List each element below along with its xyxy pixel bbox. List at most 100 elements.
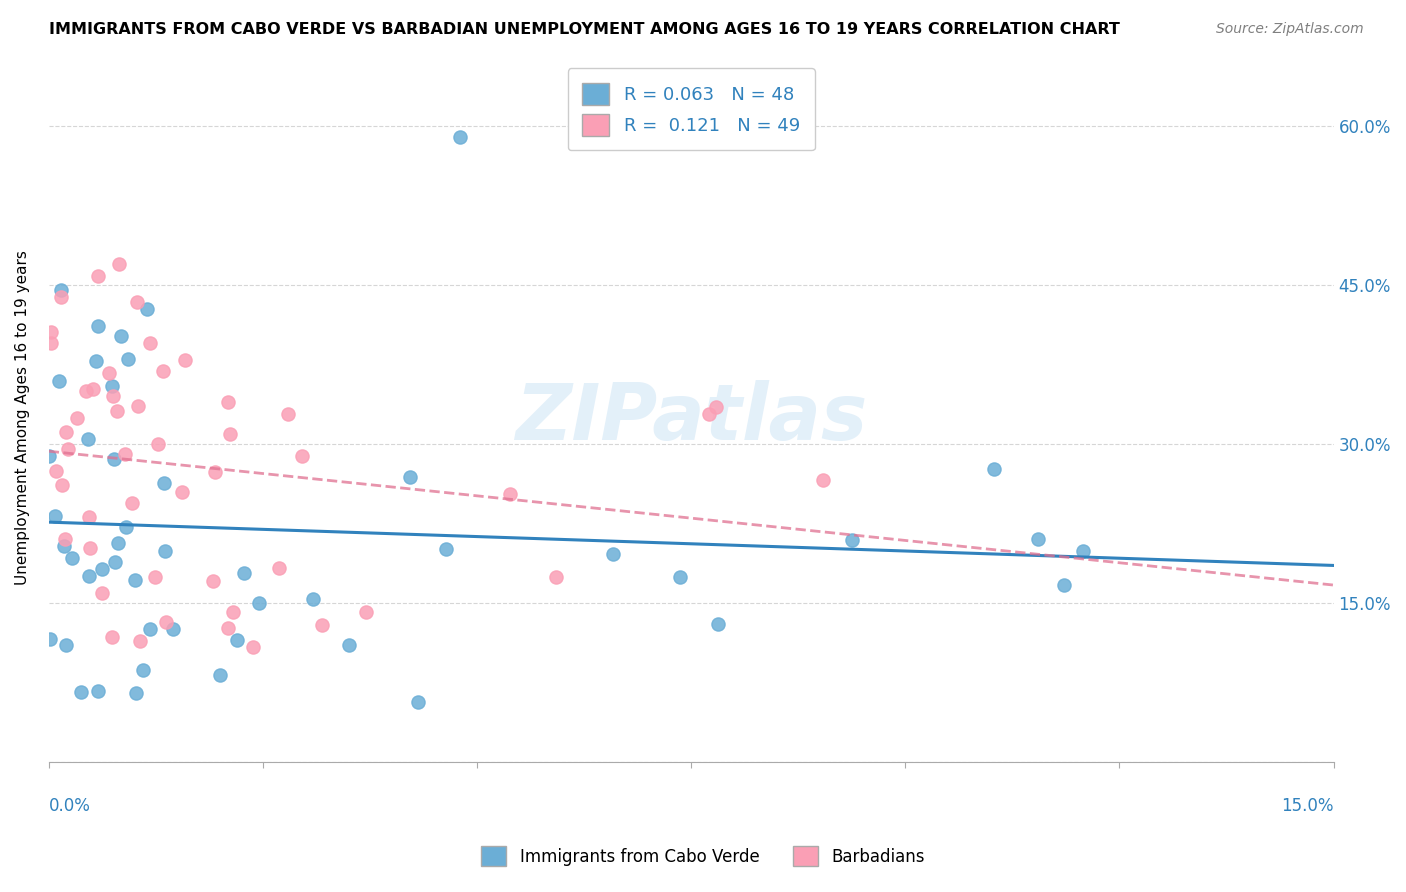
Point (217, 395, 239, 409)
Point (53, 532, 76, 546)
Point (127, 400, 149, 414)
Point (91, 586, 114, 600)
Point (219, 426, 242, 441)
Point (49, 290, 72, 304)
Point (87, 684, 110, 698)
Point (110, 329, 132, 343)
Point (217, 621, 239, 635)
Point (84, 354, 107, 368)
Point (45, 464, 67, 478)
Point (208, 668, 231, 682)
Point (132, 663, 155, 677)
Point (174, 353, 197, 368)
Point (55, 638, 77, 652)
Point (226, 632, 249, 647)
Point (82, 382, 104, 396)
Point (152, 475, 174, 490)
Text: 15.0%: 15.0% (1281, 797, 1334, 814)
Point (87, 268, 110, 283)
Point (75, 384, 97, 398)
Point (51, 284, 73, 298)
Point (39, 632, 62, 647)
Point (107, 536, 129, 550)
Point (276, 407, 298, 421)
Point (1071, 544, 1094, 558)
Point (813, 473, 835, 487)
Point (337, 638, 360, 652)
Point (101, 389, 124, 403)
Point (1053, 578, 1076, 592)
Point (103, 452, 125, 467)
Point (139, 335, 162, 350)
Point (97, 366, 120, 380)
Point (56, 442, 79, 457)
Point (434, 541, 457, 556)
Point (704, 401, 727, 415)
Point (39, 335, 62, 350)
Point (602, 548, 624, 562)
Point (51, 477, 73, 491)
Point (222, 606, 245, 620)
Point (170, 484, 193, 499)
Point (125, 685, 148, 699)
Point (87, 319, 110, 334)
Point (105, 404, 128, 418)
Point (66, 410, 89, 425)
Point (202, 574, 225, 588)
Point (69, 685, 91, 699)
Point (148, 437, 170, 451)
Point (124, 573, 146, 587)
Point (121, 496, 143, 510)
Point (125, 295, 148, 310)
Point (114, 447, 136, 461)
Text: IMMIGRANTS FROM CABO VERDE VS BARBADIAN UNEMPLOYMENT AMONG AGES 16 TO 19 YEARS C: IMMIGRANTS FROM CABO VERDE VS BARBADIAN … (49, 22, 1121, 37)
Point (232, 566, 254, 581)
Point (129, 634, 152, 648)
Point (242, 640, 264, 654)
Point (354, 605, 377, 619)
Point (669, 570, 692, 584)
Point (117, 351, 139, 366)
Point (60, 550, 83, 565)
Legend: Immigrants from Cabo Verde, Barbadians: Immigrants from Cabo Verde, Barbadians (475, 839, 931, 873)
Point (499, 487, 522, 501)
Point (247, 596, 270, 610)
Point (143, 570, 166, 584)
Point (399, 469, 422, 483)
Point (1028, 532, 1050, 546)
Point (152, 364, 174, 378)
Point (204, 465, 226, 479)
Point (449, 129, 471, 144)
Point (48, 374, 70, 388)
Point (302, 591, 325, 606)
Point (52, 540, 75, 554)
Point (707, 617, 730, 632)
Point (135, 301, 157, 316)
Point (155, 543, 177, 558)
Point (408, 696, 430, 710)
Point (108, 257, 131, 271)
Point (44, 508, 66, 523)
Text: Source: ZipAtlas.com: Source: ZipAtlas.com (1216, 22, 1364, 37)
Point (100, 378, 122, 392)
Point (38, 449, 60, 463)
Point (290, 449, 312, 463)
Point (841, 533, 863, 548)
Point (39, 326, 62, 340)
Point (104, 555, 127, 569)
Point (79, 510, 101, 524)
Y-axis label: Unemployment Among Ages 16 to 19 years: Unemployment Among Ages 16 to 19 years (15, 251, 30, 585)
Point (155, 615, 177, 630)
Text: ZIPatlas: ZIPatlas (515, 380, 868, 456)
Point (267, 561, 290, 575)
Point (983, 462, 1005, 476)
Point (101, 630, 124, 644)
Point (544, 570, 567, 584)
Point (311, 618, 333, 632)
Point (91, 562, 114, 576)
Point (139, 622, 162, 636)
Point (77, 568, 100, 582)
Legend: R = 0.063   N = 48, R =  0.121   N = 49: R = 0.063 N = 48, R = 0.121 N = 49 (568, 69, 814, 151)
Text: 0.0%: 0.0% (49, 797, 90, 814)
Point (55, 425, 77, 439)
